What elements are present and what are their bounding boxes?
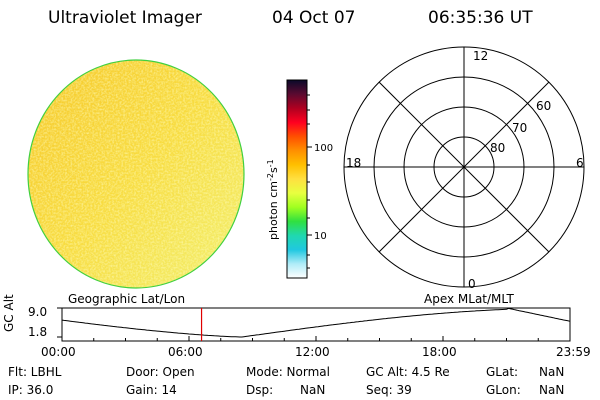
status-seq: Seq: 39: [366, 383, 412, 397]
instrument-title: Ultraviolet Imager: [48, 8, 202, 28]
image-time: 06:35:36 UT: [428, 8, 533, 28]
color-bar: 100 10: [286, 79, 333, 279]
xtick-2: 12:00: [295, 345, 330, 359]
colorbar-label-100: 100: [314, 143, 333, 154]
colorbar-unit-label: photon cm-2s-1: [266, 159, 280, 240]
status-gc-alt: GC Alt: 4.5 Re: [366, 365, 450, 379]
geographic-label: Geographic Lat/Lon: [68, 292, 186, 306]
lat-label-60: 60: [536, 99, 551, 113]
mlt-label-6: 6: [576, 156, 584, 170]
status-dsp-label: Dsp:: [246, 383, 274, 397]
status-filter: Flt: LBHL: [8, 365, 62, 379]
status-glon-value: NaN: [539, 383, 565, 397]
status-ip: IP: 36.0: [8, 383, 54, 397]
ytick-top: 9.0: [28, 305, 48, 319]
mlt-label-0: 0: [468, 277, 476, 291]
gc-altitude-curve: [61, 307, 571, 338]
apex-label: Apex MLat/MLT: [424, 292, 514, 306]
uv-earth-image: [27, 59, 245, 289]
status-door: Door: Open: [126, 365, 195, 379]
status-gain: Gain: 14: [126, 383, 177, 397]
orbit-timeline: [57, 307, 571, 342]
colorbar-label-10: 10: [314, 231, 327, 242]
status-mode: Mode: Normal: [246, 365, 330, 379]
image-date: 04 Oct 07: [272, 8, 356, 28]
lat-label-80: 80: [490, 141, 505, 155]
status-glat-label: GLat:: [486, 365, 519, 379]
status-glat-value: NaN: [539, 365, 565, 379]
status-glon-label: GLon:: [486, 383, 521, 397]
ytick-bottom: 1.8: [28, 325, 48, 339]
mlt-label-12: 12: [473, 49, 488, 63]
gc-alt-axis-title: GC Alt: [2, 294, 16, 332]
lat-label-70: 70: [512, 121, 527, 135]
xtick-3: 18:00: [422, 345, 457, 359]
xtick-4: 23:59: [556, 345, 591, 359]
mlt-label-18: 18: [346, 156, 361, 170]
polar-plot: [343, 46, 585, 288]
status-dsp-value: NaN: [300, 383, 326, 397]
xtick-0: 00:00: [41, 345, 76, 359]
xtick-1: 06:00: [168, 345, 203, 359]
